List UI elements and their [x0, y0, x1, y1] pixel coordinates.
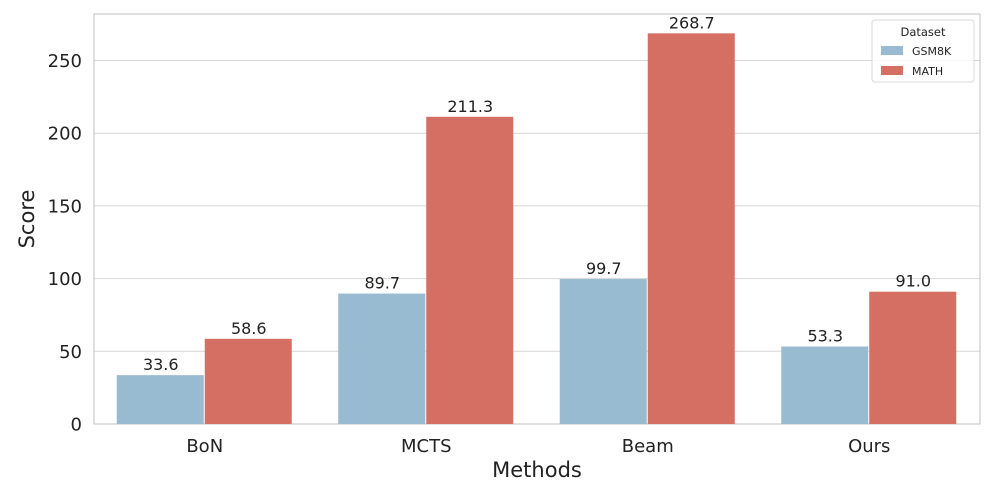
data-label: 211.3	[447, 97, 493, 116]
y-axis: 0 50 100 150 200 250	[48, 51, 82, 435]
x-axis: BoN MCTS Beam Ours	[186, 436, 890, 457]
data-label: 99.7	[586, 259, 622, 278]
legend-items: GSM8K MATH	[881, 45, 952, 78]
legend-label: MATH	[912, 65, 943, 78]
x-axis-title: Methods	[492, 458, 582, 482]
data-labels: 33.6 58.6 89.7 211.3 99.7 268.7 53.3 91.0	[143, 13, 931, 374]
x-tick-label: MCTS	[401, 436, 452, 457]
y-tick-label: 200	[48, 124, 82, 145]
plot-frame	[93, 13, 981, 425]
data-label: 53.3	[807, 327, 843, 346]
y-tick-label: 100	[48, 269, 82, 290]
data-label: 89.7	[364, 274, 400, 293]
legend-swatch	[881, 46, 903, 55]
data-label: 91.0	[895, 272, 931, 291]
y-axis-title: Score	[15, 190, 39, 249]
bar-gsm8k	[116, 375, 204, 424]
y-tick-label: 50	[59, 342, 82, 363]
x-tick-label: Beam	[622, 436, 674, 457]
bar-gsm8k	[781, 346, 869, 424]
x-tick-label: BoN	[186, 436, 223, 457]
data-label: 268.7	[669, 13, 715, 32]
y-tick-label: 250	[48, 51, 82, 72]
bars	[116, 33, 957, 425]
data-label: 33.6	[143, 355, 179, 374]
bar-gsm8k	[559, 279, 647, 424]
legend-title: Dataset	[900, 25, 946, 39]
bar-math	[869, 291, 957, 424]
legend-label: GSM8K	[912, 45, 952, 58]
legend-swatch	[881, 66, 903, 75]
x-tick-label: Ours	[848, 436, 890, 457]
legend: Dataset GSM8K MATH	[871, 19, 975, 83]
bar-gsm8k	[338, 293, 426, 424]
bar-math	[204, 338, 292, 424]
y-tick-label: 0	[71, 415, 82, 436]
data-label: 58.6	[231, 319, 267, 338]
bar-math	[647, 33, 735, 424]
bar-math	[426, 116, 514, 425]
y-tick-label: 150	[48, 196, 82, 217]
